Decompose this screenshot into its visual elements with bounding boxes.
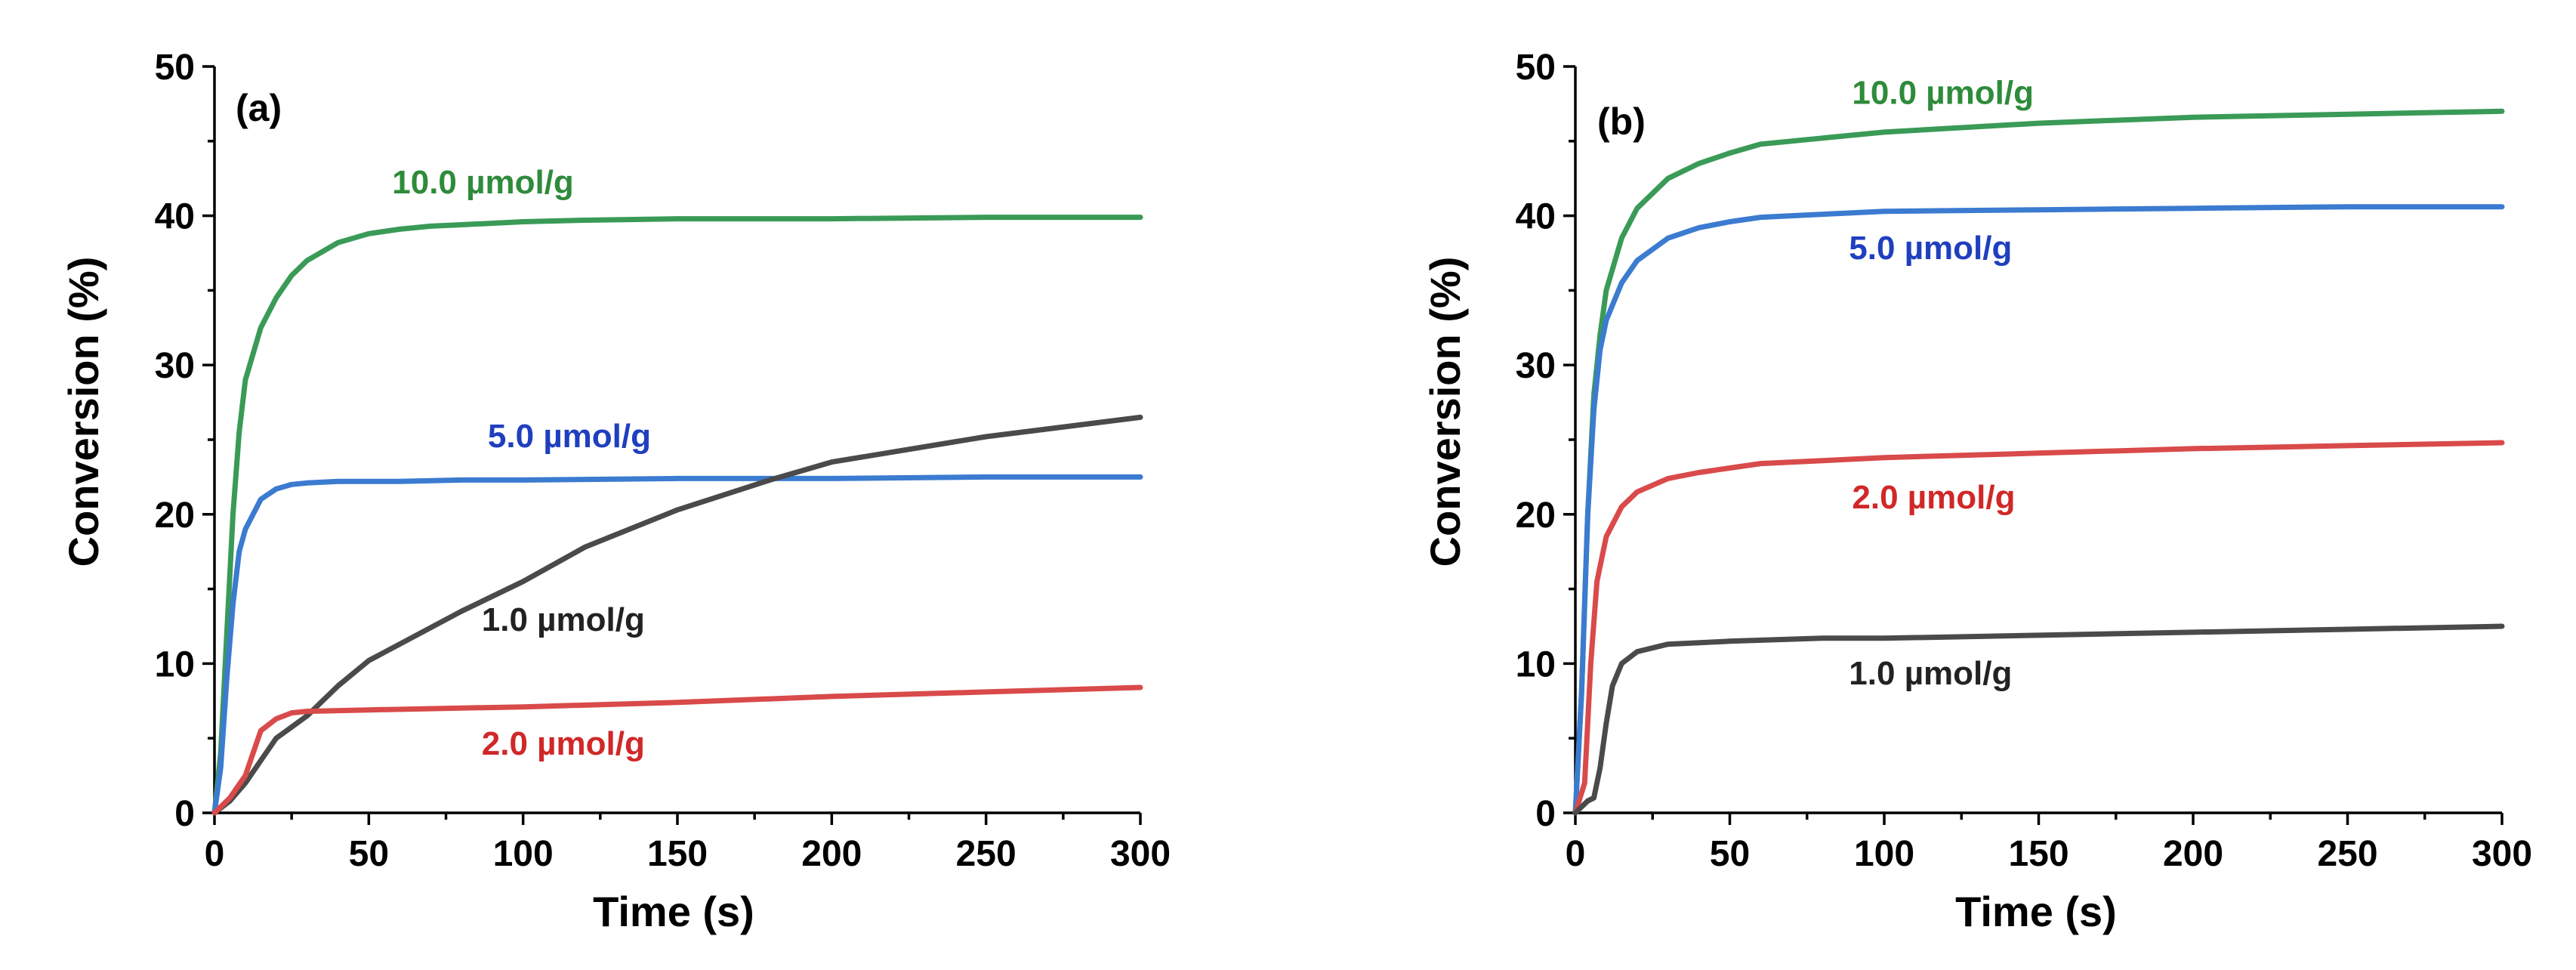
x-tick-label: 150	[647, 834, 708, 874]
panel-label: (b)	[1597, 100, 1646, 143]
series-label: 2.0 µmol/g	[482, 725, 645, 762]
y-tick-label: 30	[1516, 346, 1556, 386]
series-label: 2.0 µmol/g	[1852, 479, 2015, 516]
x-tick-label: 150	[2008, 834, 2069, 874]
x-tick-label: 0	[205, 834, 225, 874]
series-line	[211, 414, 1143, 816]
x-tick-label: 0	[1566, 834, 1586, 874]
panel-a: (a) Conversion (%) Time (s) 0 10 20 30 40 50 0…	[60, 48, 1171, 935]
series-line	[211, 684, 1143, 816]
y-tick-label: 40	[155, 197, 195, 237]
panel-label: (a)	[236, 87, 282, 129]
series-label: 1.0 µmol/g	[1849, 655, 2012, 692]
y-axis-title: Conversion (%)	[60, 257, 107, 567]
x-tick-label: 300	[1110, 834, 1171, 874]
x-tick-label: 200	[801, 834, 862, 874]
x-axis-title: Time (s)	[1955, 888, 2117, 935]
x-tick-label: 200	[2163, 834, 2223, 874]
series-line	[1572, 108, 2505, 816]
x-tick-label: 50	[349, 834, 389, 874]
y-tick-label: 50	[155, 48, 195, 88]
x-tick-label: 100	[493, 834, 554, 874]
y-tick-label: 20	[155, 496, 195, 536]
series-label: 5.0 µmol/g	[1849, 230, 2012, 267]
series-label: 1.0 µmol/g	[482, 601, 645, 638]
y-tick-label: 50	[1516, 48, 1556, 88]
y-tick-label: 40	[1516, 197, 1556, 237]
series-line	[1572, 440, 2505, 816]
series-line	[211, 474, 1143, 816]
series-label: 5.0 µmol/g	[488, 418, 651, 455]
x-tick-label: 250	[2317, 834, 2377, 874]
series-line	[1572, 623, 2505, 816]
x-tick-label: 50	[1710, 834, 1750, 874]
y-tick-label: 20	[1516, 496, 1556, 536]
y-axis-title: Conversion (%)	[1421, 257, 1469, 567]
y-tick-label: 10	[155, 644, 195, 684]
series-label: 10.0 µmol/g	[392, 164, 574, 201]
x-axis-title: Time (s)	[593, 888, 754, 935]
y-tick-label: 0	[1535, 794, 1556, 834]
x-tick-label: 300	[2472, 834, 2532, 874]
y-tick-label: 30	[155, 346, 195, 386]
y-tick-label: 0	[174, 794, 195, 834]
series-line	[1572, 204, 2505, 816]
series-label: 10.0 µmol/g	[1852, 74, 2034, 111]
x-tick-label: 100	[1854, 834, 1914, 874]
y-tick-label: 10	[1516, 644, 1556, 684]
x-tick-label: 250	[956, 834, 1017, 874]
panel-b: (b) Conversion (%) Time (s) 0 10 20 30 40 50 0…	[1421, 48, 2532, 935]
series-line	[211, 215, 1143, 816]
